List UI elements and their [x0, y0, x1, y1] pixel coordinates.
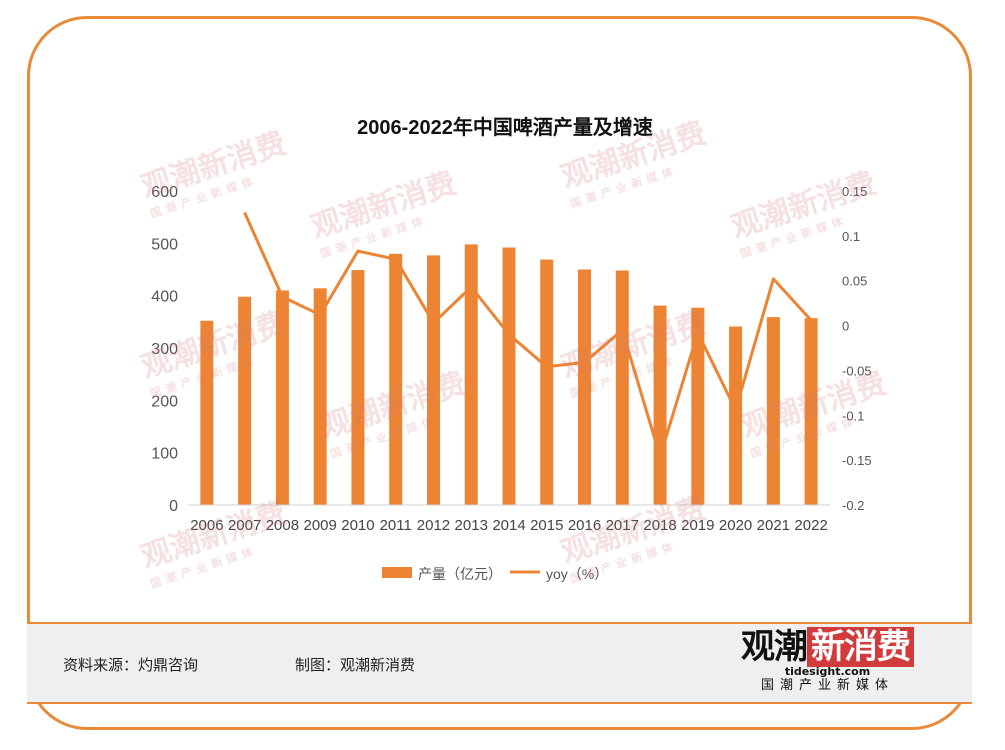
- y2-tick-label: 0.15: [842, 184, 867, 199]
- x-tick-label: 2015: [530, 517, 563, 534]
- x-tick-label: 2010: [341, 517, 374, 534]
- y-tick-label: 300: [151, 341, 178, 358]
- x-tick-label: 2022: [794, 517, 827, 534]
- bar-2012: [426, 255, 440, 505]
- bar-2015: [540, 259, 554, 505]
- y-tick-label: 200: [151, 393, 178, 410]
- chart: 2006-2022年中国啤酒产量及增速 0100200300400500600 …: [151, 115, 872, 582]
- legend-bar-label: 产量（亿元）: [418, 566, 502, 582]
- bar-2013: [464, 244, 478, 505]
- logo-site: tidesight.com: [784, 665, 871, 678]
- y2-tick-label: -0.05: [842, 363, 872, 378]
- x-tick-label: 2021: [757, 517, 790, 534]
- y-tick-label: 0: [169, 498, 178, 515]
- brand-logo: 观潮 新消费 tidesight.com 国潮产业新媒体: [741, 627, 914, 694]
- y2-tick-label: -0.15: [842, 453, 872, 468]
- bar-2018: [653, 305, 667, 505]
- x-tick-label: 2013: [455, 517, 488, 534]
- bar-2010: [351, 270, 365, 505]
- y2-tick-label: 0.1: [842, 229, 860, 244]
- y2-tick-label: -0.1: [842, 408, 864, 423]
- logo-main-red: 新消费: [807, 627, 914, 667]
- bar-2009: [313, 288, 327, 505]
- x-tick-label: 2014: [492, 517, 525, 534]
- bar-2014: [502, 247, 516, 505]
- x-tick-label: 2008: [266, 517, 299, 534]
- x-tick-label: 2018: [643, 517, 676, 534]
- y-tick-label: 400: [151, 289, 178, 306]
- legend-line-label: yoy（%）: [546, 566, 608, 582]
- bar-2016: [578, 269, 592, 505]
- yoy-line: [243, 211, 813, 459]
- logo-main-dark: 观潮: [741, 627, 808, 667]
- x-tick-label: 2017: [606, 517, 639, 534]
- y-tick-label: 600: [151, 184, 178, 201]
- logo-tagline: 国潮产业新媒体: [760, 678, 894, 693]
- bar-2020: [729, 326, 743, 505]
- legend-bar-swatch: [382, 567, 412, 578]
- bar-2006: [200, 320, 214, 505]
- chart-title: 2006-2022年中国啤酒产量及增速: [357, 115, 653, 139]
- bar-2022: [804, 318, 818, 505]
- x-tick-label: 2007: [228, 517, 261, 534]
- y2-tick-label: 0.05: [842, 274, 867, 289]
- y2-tick-label: -0.2: [842, 498, 864, 513]
- x-tick-label: 2012: [417, 517, 450, 534]
- bar-2019: [691, 307, 705, 505]
- x-tick-label: 2019: [681, 517, 714, 534]
- made-by-note: 制图：观潮新消费: [295, 656, 416, 674]
- bar-2021: [766, 317, 780, 505]
- bar-2008: [275, 290, 289, 505]
- bar-2017: [615, 270, 629, 505]
- y2-tick-label: 0: [842, 319, 849, 334]
- x-tick-label: 2016: [568, 517, 601, 534]
- footer: 资料来源：灼鼎咨询 制图：观潮新消费 观潮 新消费 tidesight.com 国…: [27, 622, 972, 704]
- x-tick-label: 2006: [190, 517, 223, 534]
- x-tick-label: 2011: [380, 517, 412, 534]
- bar-2007: [238, 296, 252, 505]
- x-tick-label: 2009: [303, 517, 336, 534]
- bar-2011: [389, 253, 403, 505]
- y-tick-label: 500: [151, 236, 178, 253]
- source-note: 资料来源：灼鼎咨询: [63, 656, 199, 674]
- x-tick-label: 2020: [719, 517, 752, 534]
- y-tick-label: 100: [151, 446, 178, 463]
